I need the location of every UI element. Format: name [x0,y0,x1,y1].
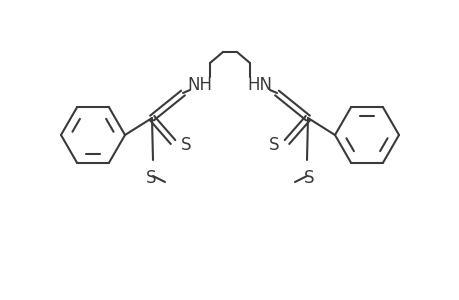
Text: S: S [180,136,191,154]
Text: S: S [146,169,156,187]
Text: NH: NH [187,76,212,94]
Text: S: S [268,136,279,154]
Text: HN: HN [247,76,272,94]
Text: S: S [303,169,313,187]
